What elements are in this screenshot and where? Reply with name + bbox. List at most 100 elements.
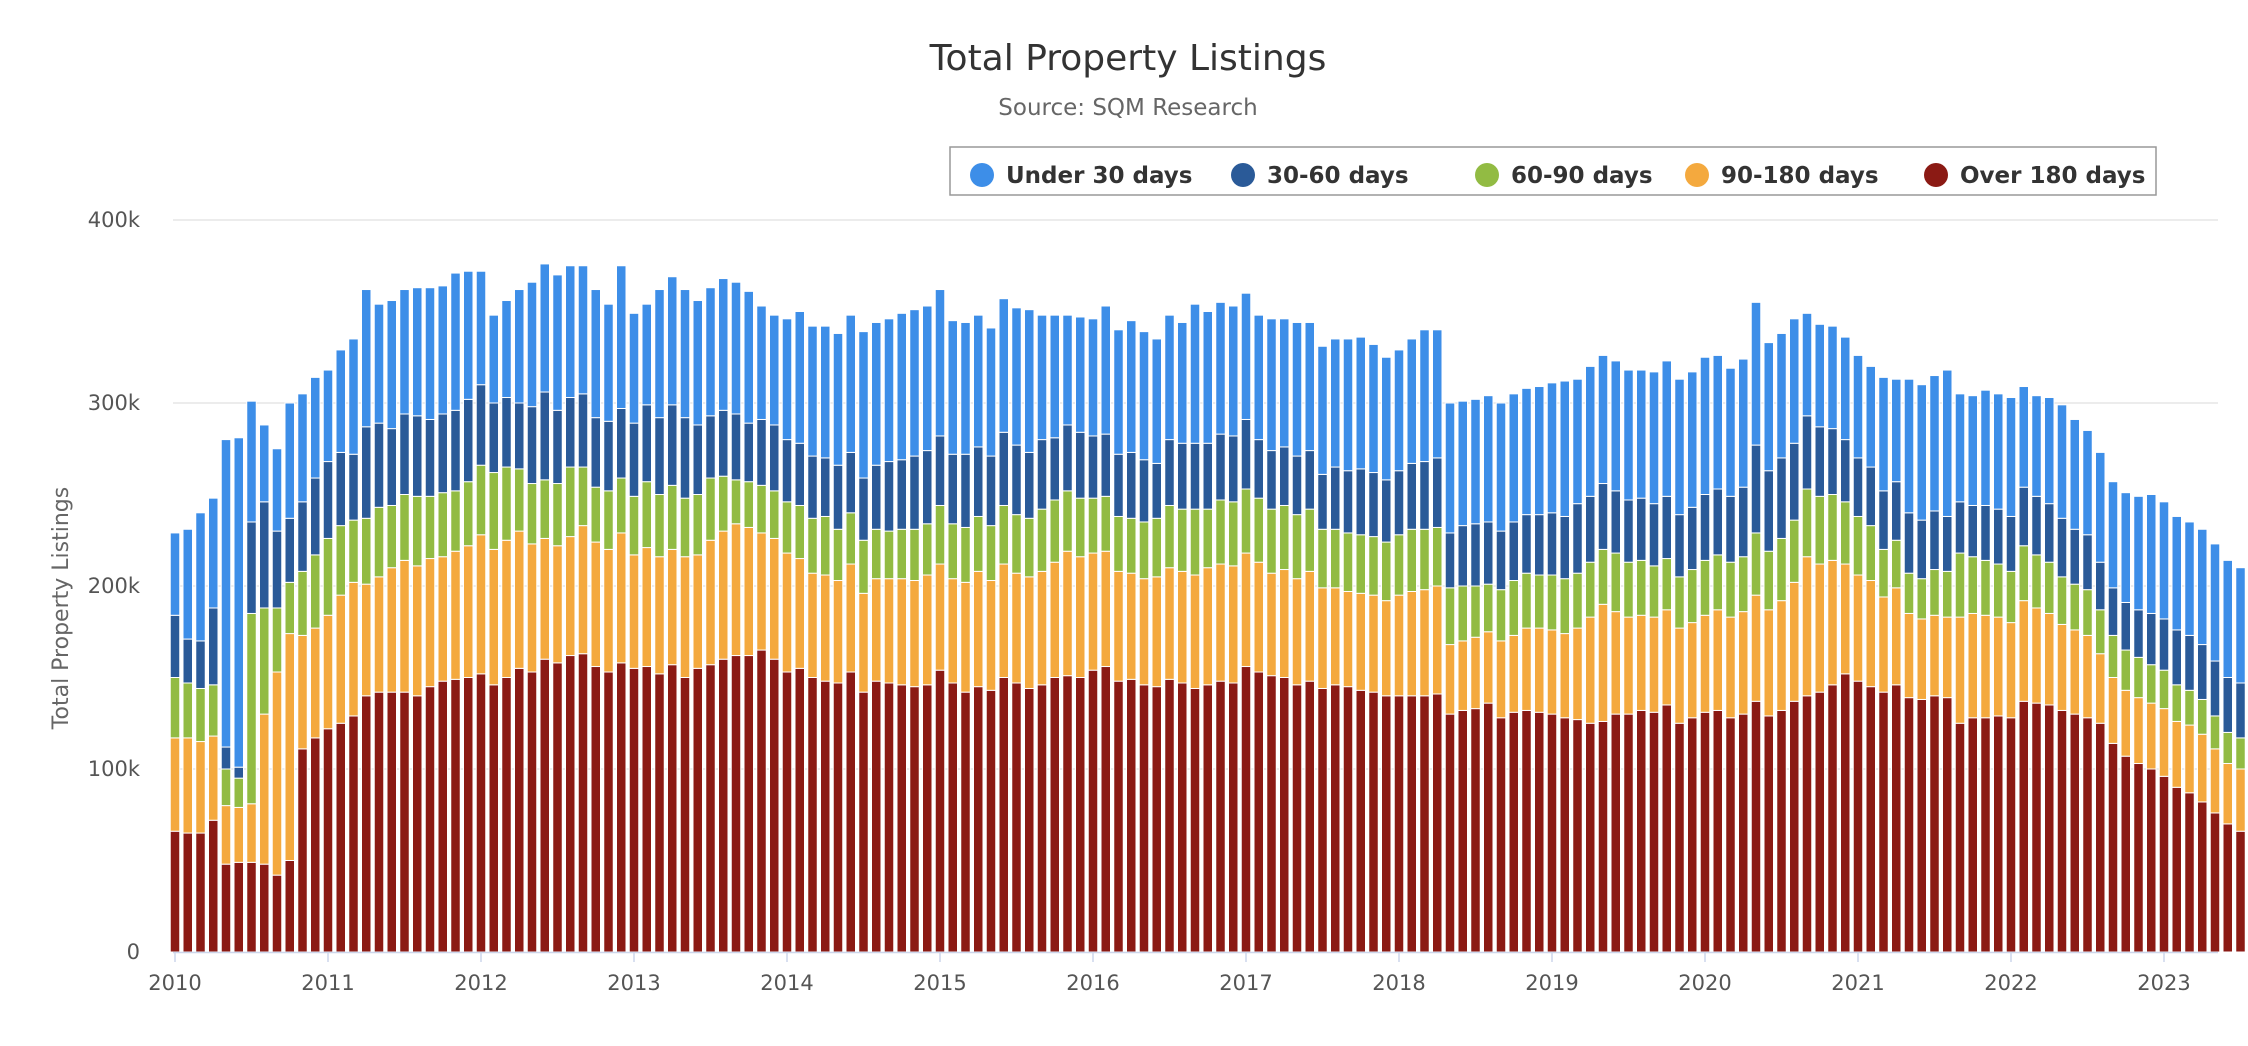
- bar-segment: [2120, 492, 2131, 603]
- bar-segment: [1699, 559, 1711, 616]
- bar-segment: [1954, 722, 1966, 953]
- bar-segment: [1202, 311, 1213, 444]
- bar-segment: [1763, 342, 1774, 472]
- bar-segment: [679, 497, 691, 558]
- bar-segment: [1712, 488, 1723, 556]
- bar-segment: [1572, 719, 1583, 953]
- bar-segment: [1368, 343, 1379, 474]
- bar-segment: [1750, 301, 1762, 446]
- x-tick-label: 2017: [1219, 971, 1272, 995]
- bar-segment: [1240, 488, 1252, 554]
- bar-segment: [220, 439, 232, 748]
- bar-segment: [1279, 318, 1290, 448]
- bar-segment: [1457, 400, 1468, 527]
- bar-segment: [807, 455, 818, 519]
- bar-segment: [246, 861, 257, 953]
- bar-segment: [1177, 321, 1188, 444]
- bar-segment: [463, 545, 474, 678]
- bar-segment: [973, 570, 984, 688]
- bar-segment: [845, 671, 856, 953]
- bar-segment: [730, 281, 742, 415]
- bar-segment: [1993, 715, 2004, 953]
- bar-segment: [1419, 695, 1430, 953]
- legend-label[interactable]: 30-60 days: [1267, 163, 1409, 189]
- bar-segment: [335, 722, 346, 953]
- bar-segment: [883, 461, 895, 532]
- bar-segment: [743, 422, 754, 483]
- bar-segment: [985, 455, 997, 527]
- bar-segment: [1725, 495, 1736, 563]
- bar-segment: [616, 265, 627, 409]
- bar-segment: [1929, 695, 1940, 953]
- bar-segment: [169, 737, 181, 832]
- legend: Under 30 days 30-60 days 60-90 days 90-180 …: [949, 146, 2157, 196]
- bar-segment: [1062, 490, 1073, 552]
- bar-segment: [1100, 433, 1111, 497]
- bar-segment: [909, 309, 920, 457]
- bar-segment: [1355, 689, 1366, 953]
- bar-segment: [1138, 684, 1150, 953]
- bar-segment: [1942, 616, 1953, 699]
- bar-segment: [1725, 367, 1736, 497]
- bar-segment: [1623, 499, 1634, 563]
- bar-segment: [539, 537, 550, 660]
- bar-segment: [1049, 314, 1060, 439]
- legend-label[interactable]: 60-90 days: [1511, 163, 1653, 189]
- bar-segment: [220, 768, 232, 807]
- y-tick-label: 0: [127, 940, 140, 964]
- bar-segment: [2069, 629, 2080, 715]
- bar-segment: [845, 512, 856, 565]
- legend-label[interactable]: Over 180 days: [1960, 163, 2145, 189]
- bar-segment: [1495, 589, 1507, 642]
- bar-segment: [501, 539, 512, 678]
- bar-segment: [1534, 514, 1545, 576]
- bar-segment: [1330, 338, 1341, 468]
- legend-label[interactable]: 90-180 days: [1721, 163, 1879, 189]
- bar-segment: [1189, 442, 1201, 510]
- bar-segment: [1725, 561, 1736, 618]
- bar-segment: [208, 497, 219, 609]
- legend-label[interactable]: Under 30 days: [1006, 163, 1192, 189]
- chart-title: Total Property Listings: [929, 38, 1327, 79]
- bar-segment: [437, 413, 448, 494]
- bar-segment: [565, 466, 576, 538]
- bar-segment: [756, 532, 767, 651]
- bar-segment: [2197, 644, 2208, 700]
- bar-segment: [1521, 514, 1532, 574]
- bar-segment: [2095, 653, 2106, 724]
- bar-segment: [2044, 397, 2055, 505]
- bar-segment: [985, 689, 997, 953]
- bar-segment: [1661, 558, 1672, 611]
- bar-segment: [1202, 442, 1213, 510]
- bar-segment: [1036, 439, 1048, 510]
- bar-segment: [1827, 684, 1838, 953]
- bar-segment: [1789, 700, 1800, 953]
- bar-segment: [998, 563, 1009, 678]
- bar-segment: [1878, 376, 1889, 492]
- bar-segment: [2044, 561, 2055, 614]
- bar-segment: [1814, 426, 1825, 497]
- bar-segment: [246, 400, 257, 523]
- bar-segment: [348, 338, 359, 455]
- bar-segment: [2209, 660, 2221, 717]
- bar-segment: [832, 580, 844, 684]
- bar-segment: [871, 321, 882, 466]
- bar-segment: [1215, 680, 1226, 953]
- bar-segment: [1597, 548, 1609, 605]
- bar-segment: [883, 578, 895, 684]
- bar-segment: [654, 494, 665, 558]
- bar-segment: [1432, 585, 1443, 695]
- bar-segment: [284, 860, 295, 953]
- bar-segment: [271, 607, 283, 673]
- bar-segment: [1814, 323, 1825, 428]
- bar-segment: [373, 691, 385, 953]
- bar-segment: [284, 402, 295, 519]
- bar-segment: [743, 526, 754, 657]
- bar-segment: [820, 325, 831, 459]
- bar-segment: [922, 574, 933, 686]
- bar-segment: [692, 554, 703, 669]
- bar-segment: [1432, 526, 1443, 587]
- bar-segment: [2107, 481, 2119, 589]
- bar-segment: [1164, 567, 1175, 680]
- bar-segment: [883, 318, 895, 463]
